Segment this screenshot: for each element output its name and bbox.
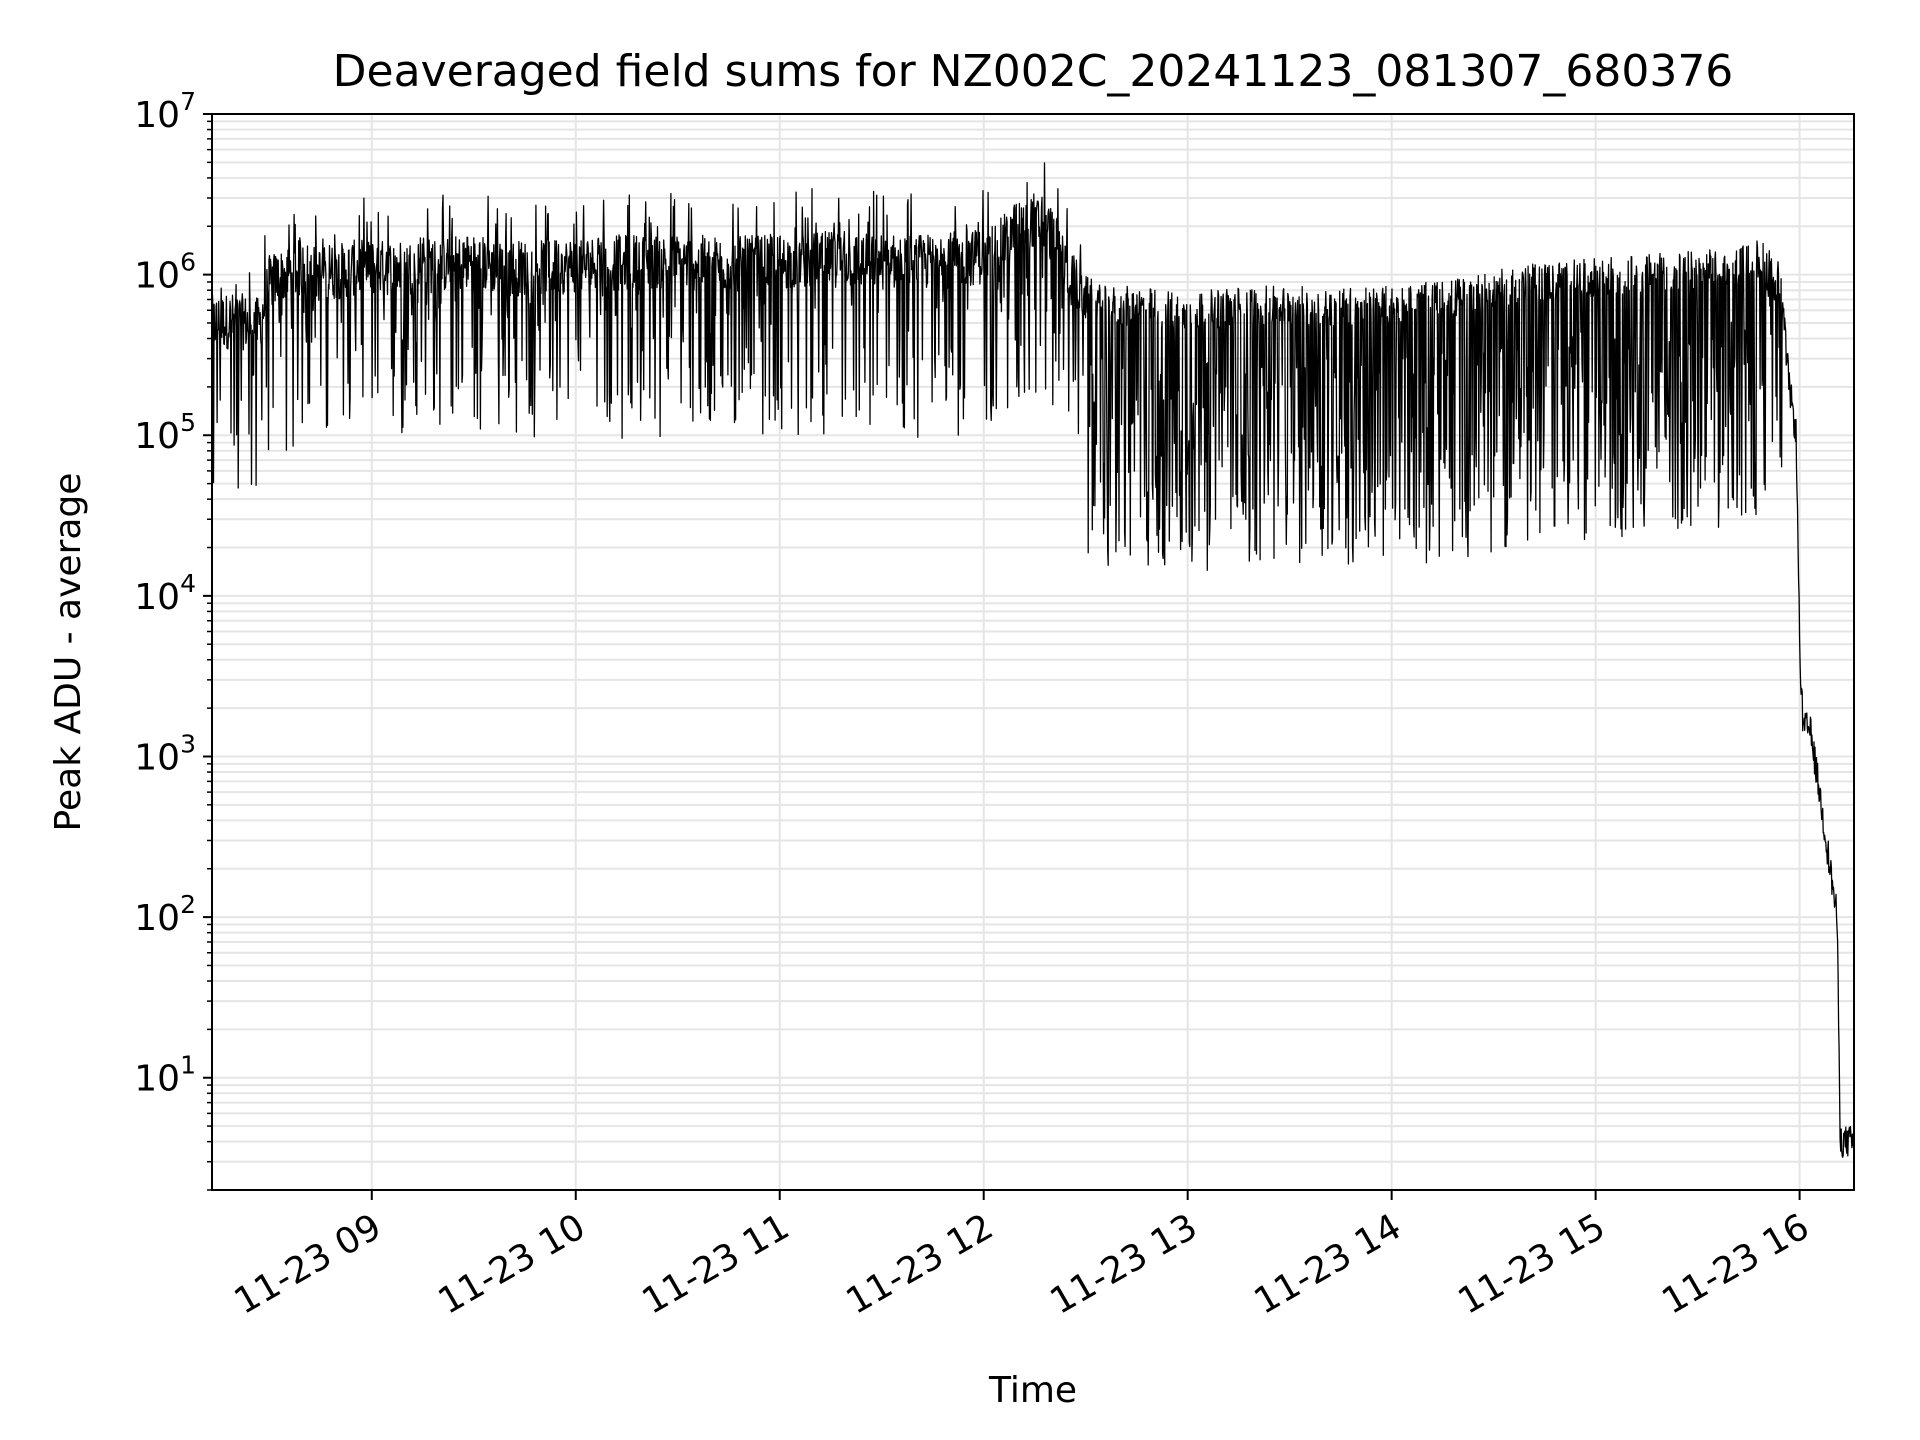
series-layer [211, 162, 1855, 1158]
y-tick-label: 106 [134, 248, 196, 297]
y-axis-label: Peak ADU - average [48, 473, 89, 832]
y-tick-label: 103 [134, 729, 196, 778]
y-tick-label: 101 [134, 1051, 196, 1100]
y-tick-label: 105 [134, 408, 196, 457]
chart-title: Deaveraged field sums for NZ002C_2024112… [333, 46, 1734, 97]
x-axis-label: Time [988, 1370, 1077, 1411]
y-tick-label: 104 [134, 569, 196, 618]
series-line [211, 162, 1855, 1158]
y-tick-label: 102 [134, 890, 196, 939]
plot-frame [211, 113, 1855, 1191]
y-tick-label: 107 [134, 87, 196, 136]
